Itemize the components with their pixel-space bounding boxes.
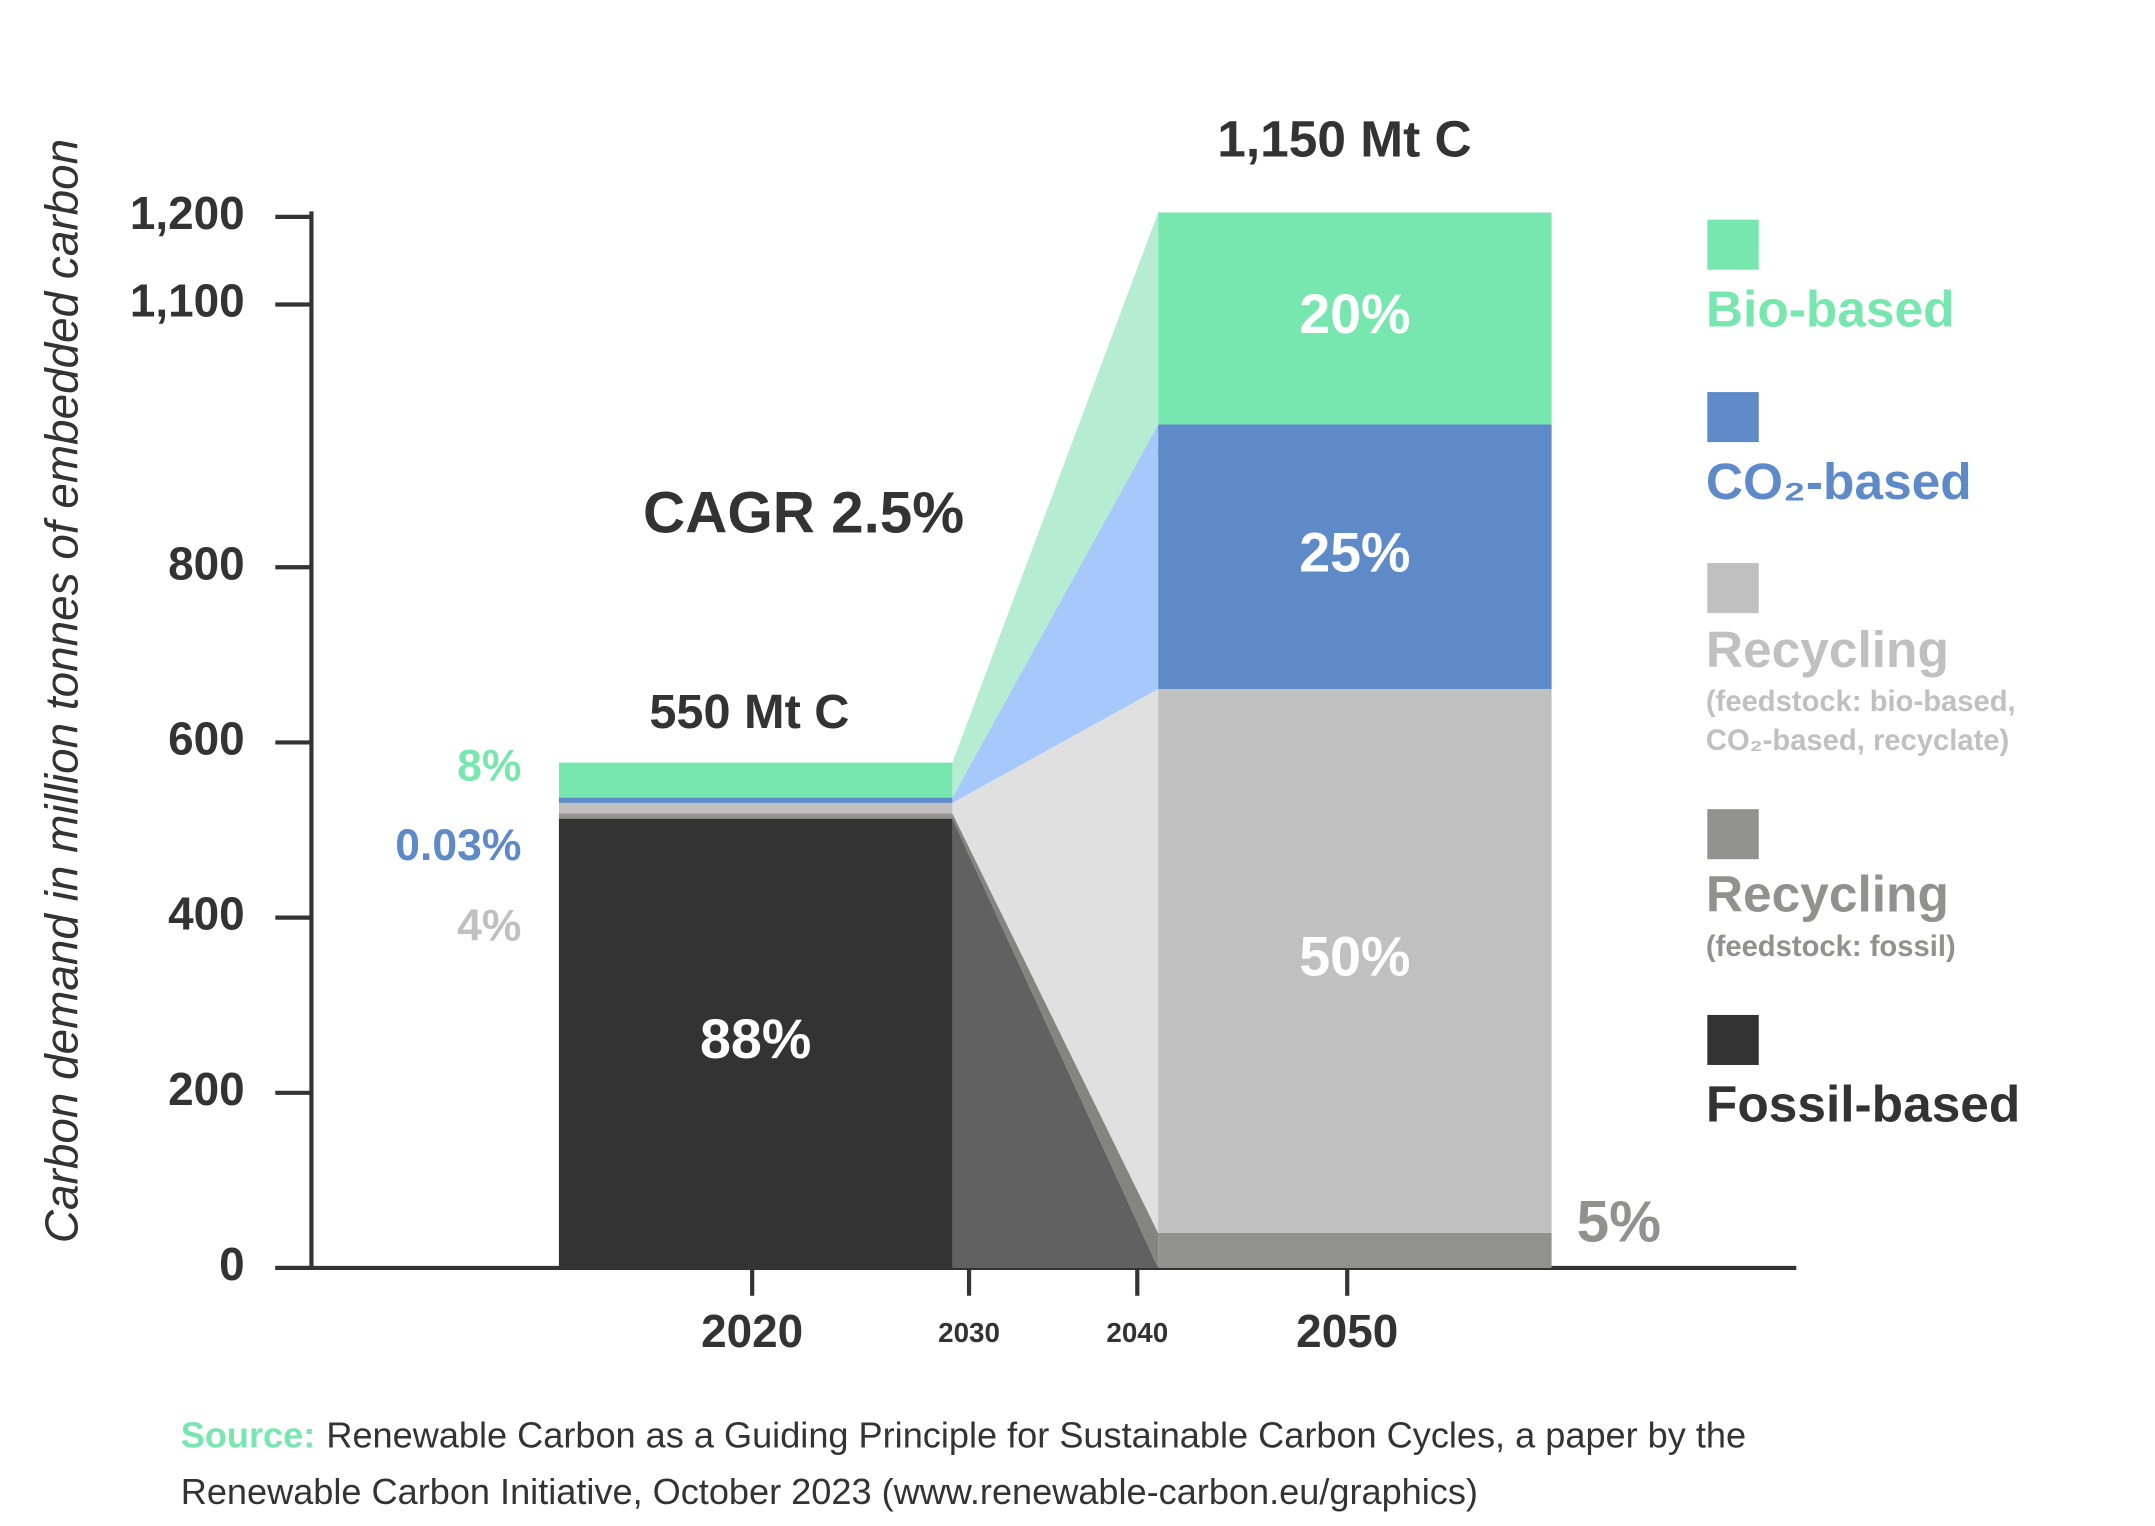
legend-label: Bio-based: [1706, 279, 1955, 337]
legend-note: CO₂-based, recyclate): [1706, 725, 2009, 757]
transition-area: [952, 212, 1159, 798]
legend-swatch: [1707, 809, 1759, 860]
y-tick-label: 1,200: [130, 187, 245, 239]
x-tick-label: 2030: [938, 1317, 1000, 1348]
bar-segment: [558, 802, 953, 814]
source-text: Renewable Carbon Initiative, October 202…: [181, 1471, 1478, 1512]
share-label: 8%: [457, 742, 521, 791]
share-label: 5%: [1577, 1190, 1661, 1255]
y-tick-label: 400: [168, 888, 245, 940]
bar-segment: [1158, 212, 1552, 425]
share-label: 0.03%: [395, 821, 521, 870]
bar-segment: [558, 818, 953, 1268]
transition-area: [952, 818, 1159, 1268]
legend-note: (feedstock: fossil): [1706, 931, 1956, 963]
x-tick-label: 2020: [701, 1305, 803, 1357]
y-tick-label: 800: [168, 537, 245, 589]
y-axis-label: Carbon demand in million tonnes of embed…: [35, 139, 87, 1243]
transition-area: [952, 813, 1159, 1268]
bar-segment: [558, 797, 953, 803]
legend-label: Recycling: [1706, 865, 1949, 923]
x-tick-label: 2050: [1296, 1305, 1398, 1357]
annotation: CAGR 2.5%: [643, 481, 964, 546]
legend-swatch: [1707, 1014, 1759, 1065]
share-label: 4%: [457, 901, 521, 950]
legend-label: Recycling: [1706, 620, 1949, 678]
y-tick-label: 0: [219, 1238, 245, 1290]
total-label: 550 Mt C: [649, 685, 849, 739]
bar-segment: [1158, 688, 1552, 1233]
transition-area: [952, 688, 1159, 1233]
source-label: Source:: [181, 1414, 316, 1455]
share-label: 50%: [1299, 926, 1410, 988]
bar-segment: [558, 762, 953, 798]
share-label: 20%: [1299, 283, 1410, 345]
total-label: 1,150 Mt C: [1217, 110, 1471, 168]
transition-area: [952, 424, 1159, 803]
legend-swatch: [1707, 219, 1759, 270]
bar-segment: [558, 813, 953, 819]
source-text: Renewable Carbon as a Guiding Principle …: [326, 1414, 1746, 1455]
y-tick-label: 600: [168, 713, 245, 765]
legend-label: Fossil-based: [1706, 1075, 2020, 1133]
legend-label: CO₂-based: [1706, 452, 1972, 510]
share-label: 25%: [1299, 521, 1410, 583]
legend-note: (feedstock: bio-based,: [1706, 686, 2016, 718]
y-tick-label: 1,100: [130, 275, 245, 327]
share-label: 88%: [700, 1008, 811, 1070]
x-tick-label: 2040: [1106, 1317, 1168, 1348]
legend-swatch: [1707, 563, 1759, 614]
legend-swatch: [1707, 392, 1759, 443]
bar-segment: [1158, 1232, 1552, 1268]
bar-segment: [1158, 424, 1552, 689]
y-tick-label: 200: [168, 1063, 245, 1115]
source: Source: Renewable Carbon as a Guiding Pri…: [181, 1414, 1746, 1455]
